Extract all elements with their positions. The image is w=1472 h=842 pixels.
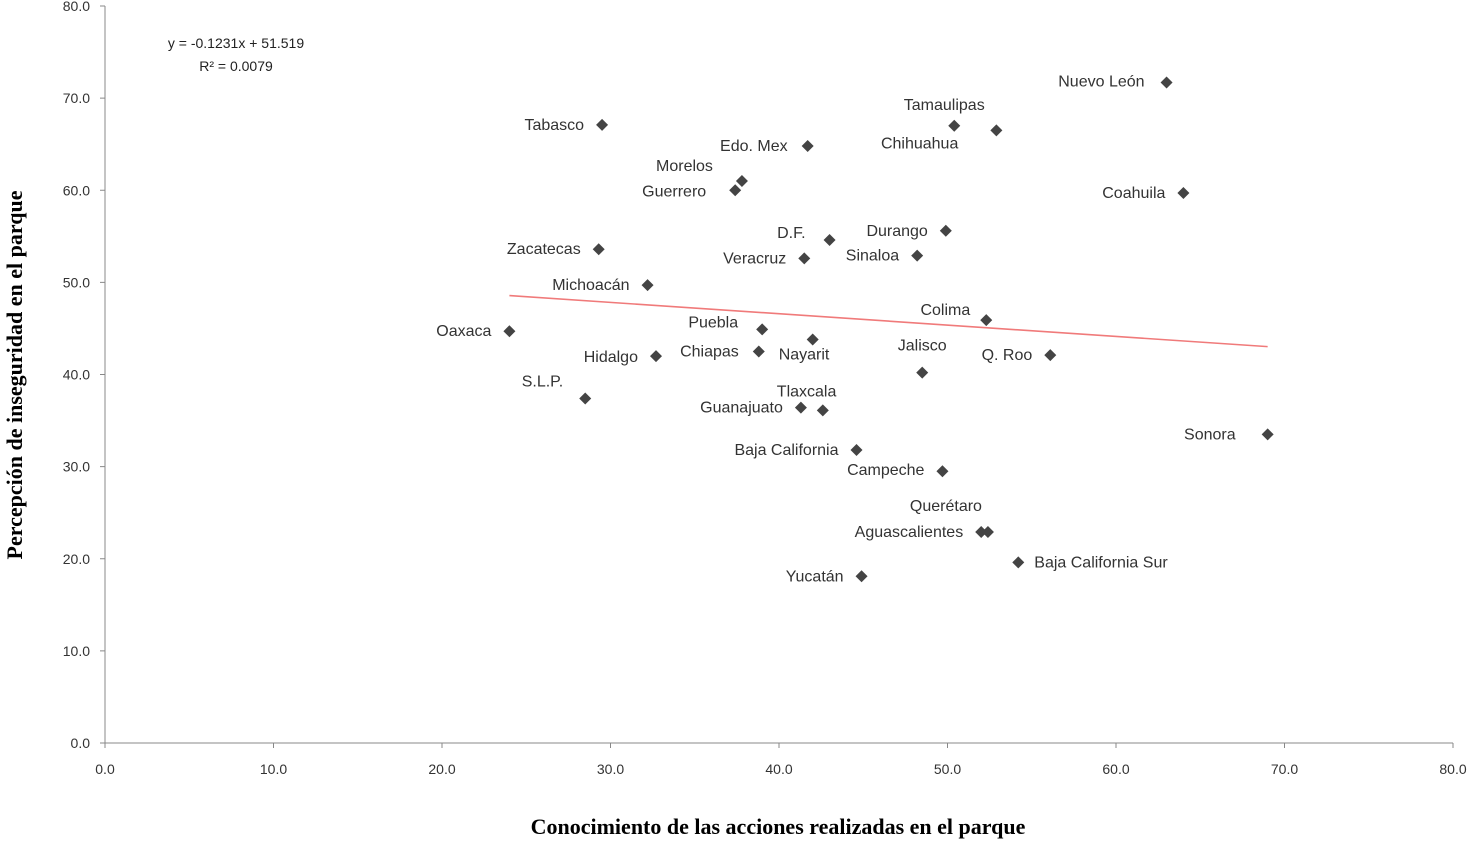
point-label: Tabasco — [524, 117, 584, 134]
point-label: Aguascalientes — [855, 524, 964, 541]
y-tick-label: 10.0 — [63, 643, 90, 659]
y-tick-label: 60.0 — [63, 182, 90, 198]
y-axis-title: Percepción de inseguridad en el parque — [2, 190, 27, 559]
point-label: Sinaloa — [846, 248, 899, 265]
point-label: Hidalgo — [584, 349, 638, 366]
x-tick-label: 10.0 — [260, 761, 287, 777]
y-tick-label: 30.0 — [63, 459, 90, 475]
point-marker — [806, 333, 819, 346]
point-marker — [596, 118, 609, 131]
point-label: Durango — [866, 223, 927, 240]
point-marker — [981, 526, 994, 539]
point-label: Guanajuato — [700, 400, 783, 417]
point-marker — [752, 345, 765, 358]
y-tick-label: 50.0 — [63, 274, 90, 290]
point-label: Jalisco — [898, 338, 947, 355]
point-marker — [794, 401, 807, 414]
point-label: Chiapas — [680, 343, 739, 360]
point-marker — [1160, 76, 1173, 89]
point-label: Nuevo León — [1058, 73, 1144, 90]
point-marker — [503, 325, 516, 338]
point-marker — [911, 249, 924, 262]
point-label: Colima — [920, 302, 970, 319]
y-ticks: 0.0 10.0 20.0 30.0 40.0 50.0 60.0 70.0 80.0 — [63, 0, 105, 751]
point-label: Zacatecas — [507, 241, 581, 258]
y-tick-label: 20.0 — [63, 551, 90, 567]
x-axis-title: Conocimiento de las acciones realizadas … — [531, 814, 1026, 839]
point-marker — [1261, 428, 1274, 441]
point-marker — [735, 175, 748, 188]
point-marker — [939, 224, 952, 237]
point-label: Chihuahua — [881, 135, 959, 152]
point-label: Morelos — [656, 158, 713, 175]
point-label: Campeche — [847, 462, 924, 479]
point-marker — [975, 526, 988, 539]
trendline-equation: y = -0.1231x + 51.519 — [168, 35, 304, 51]
point-label: Baja California — [734, 442, 838, 459]
x-tick-label: 30.0 — [597, 761, 624, 777]
point-marker — [649, 350, 662, 363]
point-marker — [801, 140, 814, 153]
point-label: Yucatán — [786, 568, 844, 585]
trendline — [509, 294, 1268, 348]
point-label: Michoacán — [552, 277, 629, 294]
y-tick-label: 80.0 — [63, 0, 90, 14]
point-marker — [990, 124, 1003, 137]
x-tick-label: 0.0 — [95, 761, 115, 777]
trendline-r-squared: R² = 0.0079 — [199, 58, 273, 74]
x-tick-label: 40.0 — [765, 761, 792, 777]
point-label: Edo. Mex — [720, 138, 788, 155]
point-label: D.F. — [777, 225, 805, 242]
point-marker — [641, 279, 654, 292]
point-marker — [579, 392, 592, 405]
point-label: Oaxaca — [436, 323, 491, 340]
point-label: Puebla — [688, 314, 738, 331]
point-label: Veracruz — [723, 250, 786, 267]
point-marker — [798, 252, 811, 265]
point-marker — [948, 119, 961, 132]
y-tick-label: 0.0 — [71, 735, 91, 751]
x-tick-label: 20.0 — [428, 761, 455, 777]
x-tick-label: 70.0 — [1271, 761, 1298, 777]
point-marker — [592, 243, 605, 256]
y-tick-label: 70.0 — [63, 90, 90, 106]
point-label: Tamaulipas — [904, 97, 985, 114]
data-points — [503, 76, 1274, 583]
x-ticks: 0.0 10.0 20.0 30.0 40.0 50.0 60.0 70.0 80.0 — [95, 743, 1467, 777]
x-tick-label: 80.0 — [1439, 761, 1466, 777]
point-marker — [980, 314, 993, 327]
point-marker — [729, 184, 742, 197]
point-label: Q. Roo — [982, 347, 1033, 364]
point-marker — [936, 465, 949, 478]
axes — [104, 6, 1453, 744]
point-label: Coahuila — [1102, 185, 1165, 202]
point-labels: Nuevo León Tamaulipas Chihuahua Tabasco Edo.… — [436, 73, 1235, 585]
point-marker — [816, 404, 829, 417]
point-marker — [1012, 556, 1025, 569]
point-label: Baja California Sur — [1034, 554, 1168, 571]
point-label: Sonora — [1184, 426, 1236, 443]
y-tick-label: 40.0 — [63, 367, 90, 383]
point-marker — [916, 366, 929, 379]
x-tick-label: 60.0 — [1102, 761, 1129, 777]
point-marker — [756, 323, 769, 336]
point-marker — [855, 570, 868, 583]
x-tick-label: 50.0 — [934, 761, 961, 777]
point-label: Querétaro — [910, 498, 982, 515]
point-marker — [850, 444, 863, 457]
point-marker — [823, 233, 836, 246]
point-marker — [1177, 187, 1190, 200]
point-label: Tlaxcala — [777, 383, 837, 400]
point-label: Nayarit — [779, 346, 830, 363]
point-marker — [1044, 349, 1057, 362]
point-label: Guerrero — [642, 183, 706, 200]
point-label: S.L.P. — [522, 373, 564, 390]
